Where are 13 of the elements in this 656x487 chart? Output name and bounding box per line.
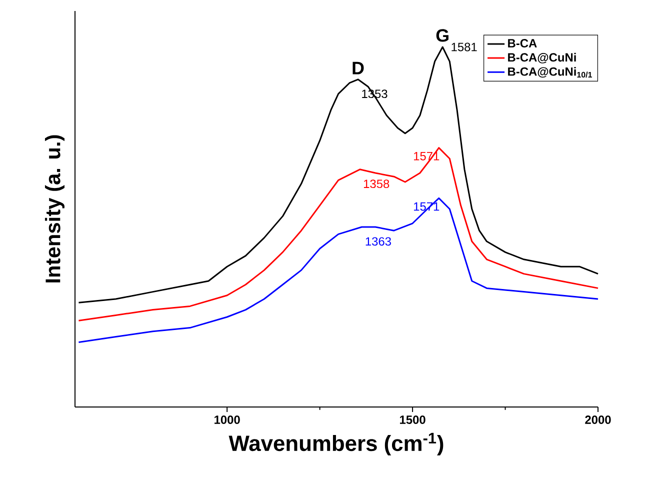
- legend-label: B-CA@CuNi$_{10/1}$: [508, 67, 592, 78]
- annotation: 1363: [366, 237, 391, 246]
- annotation: D: [352, 62, 364, 74]
- legend-label: B-CA@CuNi: [508, 52, 576, 64]
- y-axis-title: Intensity (a. u.): [44, 135, 64, 282]
- x-axis-title: Wavenumbers (cm$^{-1}$): [228, 432, 444, 456]
- annotation: G: [436, 29, 448, 42]
- x-tick-label: 1500: [400, 416, 426, 424]
- x-tick-label: 1000: [214, 416, 240, 424]
- annotation: 1581: [452, 42, 477, 52]
- x-tick-label: 2000: [585, 416, 611, 424]
- annotation: 1358: [364, 180, 390, 188]
- legend-label: B-CA: [508, 39, 537, 48]
